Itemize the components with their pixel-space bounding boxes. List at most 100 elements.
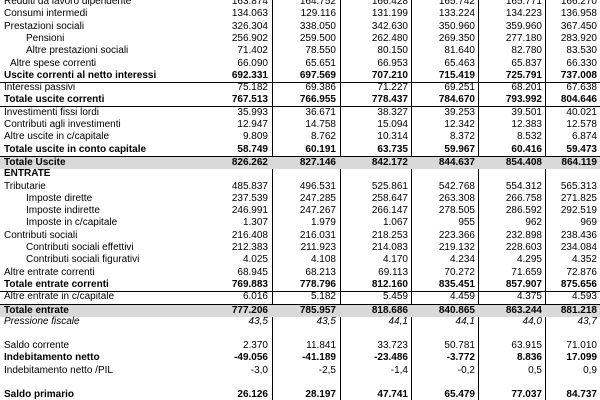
cell-value: 14.758: [305, 119, 336, 130]
cell-value: 818.686: [371, 304, 408, 316]
cell-value: 36.671: [305, 106, 336, 118]
row-label: Contributi sociali: [4, 229, 78, 241]
cell-value: 83.530: [566, 45, 597, 57]
row-label: Indebitamento netto /PIL: [4, 364, 113, 376]
cell-value: 232.898: [505, 229, 542, 241]
table-row: Interessi passivi 75.182 69.386 71.227 69.25…: [0, 82, 600, 94]
table-row: Contributi agli investimenti 12.947 14.758…: [0, 119, 600, 131]
table-row: Totale uscite in conto capitale 58.749 60.…: [0, 144, 600, 157]
row-label: Pressione fiscale: [4, 315, 80, 327]
cell-value: 218.253: [371, 229, 408, 241]
cell-value: 259.500: [299, 32, 336, 44]
cell-value: 840.865: [438, 304, 475, 316]
column-divider: [478, 0, 479, 400]
cell-value: 246.991: [231, 205, 268, 217]
table-row: Pressione fiscale 43,5 43,5 44,1 44,1 44,0 43,…: [0, 316, 600, 328]
cell-value: 33.723: [377, 340, 408, 352]
row-label: Imposte dirette: [26, 192, 93, 204]
cell-value: 69.251: [444, 82, 475, 94]
cell-value: 66.953: [377, 57, 408, 69]
cell-value: 955: [458, 217, 475, 229]
row-label: Tributarie: [4, 180, 46, 192]
cell-value: 283.920: [560, 32, 597, 44]
cell-value: 271.825: [560, 192, 597, 204]
cell-value: 8.762: [310, 131, 336, 143]
cell-value: 854.408: [505, 156, 542, 168]
cell-value: 6.874: [571, 131, 597, 143]
cell-value: 71.010: [566, 340, 597, 352]
cell-value: 237.539: [231, 192, 268, 204]
cell-value: 857.907: [505, 278, 542, 290]
cell-value: 43,5: [316, 315, 336, 327]
cell-value: 59.473: [566, 143, 597, 155]
row-label: Saldo primario: [4, 389, 75, 400]
cell-value: 864.119: [561, 156, 597, 168]
row-label: Totale uscite in conto capitale: [4, 143, 147, 155]
cell-value: 12.383: [511, 119, 542, 130]
cell-value: 40.021: [566, 106, 597, 118]
cell-value: 35.993: [237, 106, 268, 118]
cell-value: 43,5: [248, 315, 268, 327]
cell-value: 842.172: [371, 156, 408, 168]
table-row: Contributi sociali figurativi 4.025 4.108 4…: [0, 254, 600, 266]
cell-value: 47.741: [377, 389, 408, 400]
cell-value: 211.923: [300, 242, 336, 253]
cell-value: 71.227: [377, 82, 408, 94]
cell-value: 82.780: [511, 45, 542, 57]
cell-value: 778.796: [299, 278, 336, 290]
cell-value: 9.809: [242, 131, 268, 143]
row-label: ENTRATE: [4, 168, 51, 180]
row-label: Uscite correnti al netto interessi: [4, 69, 157, 81]
cell-value: 2.370: [242, 340, 268, 352]
cell-value: 881.218: [560, 304, 597, 316]
cell-value: 70.272: [444, 266, 475, 278]
cell-value: 350.960: [438, 20, 475, 32]
cell-value: 804.646: [560, 94, 597, 106]
cell-value: 12.947: [237, 119, 268, 130]
cell-value: 0,9: [583, 364, 597, 376]
cell-value: 8.836: [516, 352, 542, 364]
cell-value: 72.876: [566, 266, 597, 278]
cell-value: 263.308: [438, 192, 475, 204]
table-row: Altre spese correnti 66.090 65.651 66.953 65…: [0, 58, 600, 70]
cell-value: 496.531: [299, 180, 336, 192]
cell-value: 131.199: [371, 8, 408, 20]
table-row: Imposte in c/capitale 1.307 1.979 1.067 955 9…: [0, 217, 600, 229]
table-row: Investimenti fissi lordi 35.993 36.671 38.3…: [0, 107, 600, 119]
cell-value: 338.050: [299, 20, 336, 32]
table-row: Totale uscite correnti 767.513 766.955 778.…: [0, 94, 600, 108]
cell-value: 266.147: [371, 205, 408, 217]
cell-value: 77.037: [511, 389, 542, 400]
table-row: Altre prestazioni sociali 71.402 78.550 80.…: [0, 45, 600, 57]
column-divider: [545, 0, 546, 400]
cell-value: 134.063: [231, 8, 268, 20]
cell-value: 793.992: [505, 94, 542, 106]
table-row: Altre entrate correnti 68.945 68.213 69.113…: [0, 267, 600, 279]
cell-value: 234.084: [560, 242, 597, 253]
table-row: Uscite correnti al netto interessi 692.33…: [0, 70, 600, 83]
row-label: Altre entrate in c/capitale: [4, 291, 115, 303]
cell-value: 542.768: [438, 180, 475, 192]
cell-value: 66.090: [237, 57, 268, 69]
row-label: Totale entrate correnti: [4, 278, 109, 290]
cell-value: 214.083: [371, 242, 408, 253]
cell-value: 342.630: [371, 20, 408, 32]
table-row: Contributi sociali effettivi 212.383 211.9…: [0, 242, 600, 254]
cell-value: 219.132: [438, 242, 475, 253]
cell-value: 84.737: [566, 389, 597, 400]
row-label: Consumi intermedi: [4, 8, 88, 20]
cell-value: 165.771: [505, 0, 542, 7]
cell-value: 969: [580, 217, 597, 229]
cell-value: 15.094: [377, 119, 408, 130]
cell-value: 26.126: [237, 389, 268, 400]
cell-value: 258.647: [371, 192, 408, 204]
cell-value: 63.915: [511, 340, 542, 352]
cell-value: 778.437: [371, 94, 408, 106]
cell-value: 8.372: [449, 131, 475, 143]
cell-value: 38.327: [377, 106, 408, 118]
cell-value: 78.550: [305, 45, 336, 57]
cell-value: 39.253: [444, 106, 475, 118]
cell-value: 485.837: [231, 180, 268, 192]
cell-value: 68.201: [511, 82, 542, 94]
